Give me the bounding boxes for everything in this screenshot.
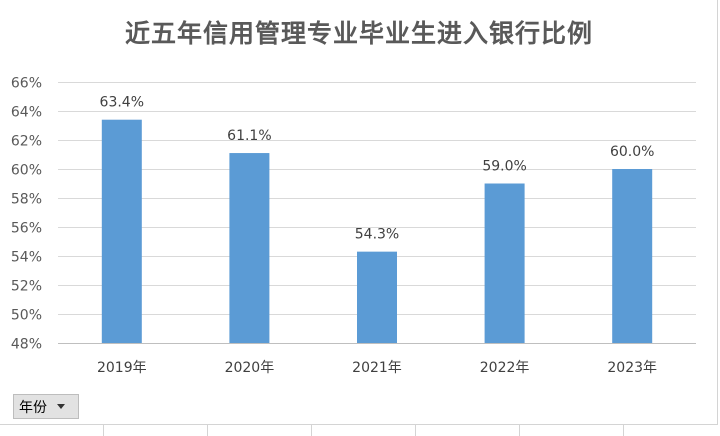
x-axis-ticks: 2019年 2020年 2021年 2022年 2023年	[97, 360, 657, 376]
y-tick-label: 54%	[11, 250, 42, 266]
chart-area: 近五年信用管理专业毕业生进入银行比例 48% 50% 52% 54% 56% 58% 60%…	[0, 0, 718, 425]
y-tick-label: 62%	[11, 134, 42, 150]
x-tick-label: 2019年	[97, 360, 147, 376]
year-filter-label: 年份	[19, 399, 47, 416]
data-label: 59.0%	[482, 159, 526, 175]
y-tick-label: 60%	[11, 163, 42, 179]
y-tick-label: 48%	[11, 337, 42, 353]
y-tick-label: 52%	[11, 279, 42, 295]
y-tick-label: 56%	[11, 221, 42, 237]
bar	[357, 251, 397, 343]
y-tick-label: 50%	[11, 308, 42, 324]
x-tick-label: 2021年	[352, 360, 402, 376]
y-tick-label: 58%	[11, 192, 42, 208]
data-label: 63.4%	[100, 95, 144, 111]
y-tick-label: 66%	[11, 76, 42, 92]
dropdown-arrow-icon	[57, 404, 65, 409]
bar	[101, 119, 142, 343]
sheet-gridlines	[0, 425, 720, 436]
data-label: 54.3%	[355, 227, 399, 243]
y-axis-ticks: 48% 50% 52% 54% 56% 58% 60% 62% 64% 66%	[11, 76, 42, 353]
data-label: 60.0%	[610, 144, 654, 160]
bar-chart: 48% 50% 52% 54% 56% 58% 60% 62% 64% 66% 63.4% 61.1…	[11, 76, 696, 376]
y-tick-label: 64%	[11, 105, 42, 121]
year-filter-dropdown[interactable]: 年份	[13, 394, 79, 419]
data-label: 61.1%	[227, 128, 271, 144]
data-labels: 63.4% 61.1% 54.3% 59.0% 60.0%	[100, 95, 655, 243]
chart-title: 近五年信用管理专业毕业生进入银行比例	[124, 19, 593, 48]
x-tick-label: 2023年	[607, 360, 657, 376]
x-tick-label: 2022年	[480, 360, 530, 376]
x-tick-label: 2020年	[225, 360, 275, 376]
bar	[229, 153, 270, 343]
bars	[101, 119, 653, 343]
bar	[484, 183, 525, 343]
bar	[612, 169, 653, 343]
